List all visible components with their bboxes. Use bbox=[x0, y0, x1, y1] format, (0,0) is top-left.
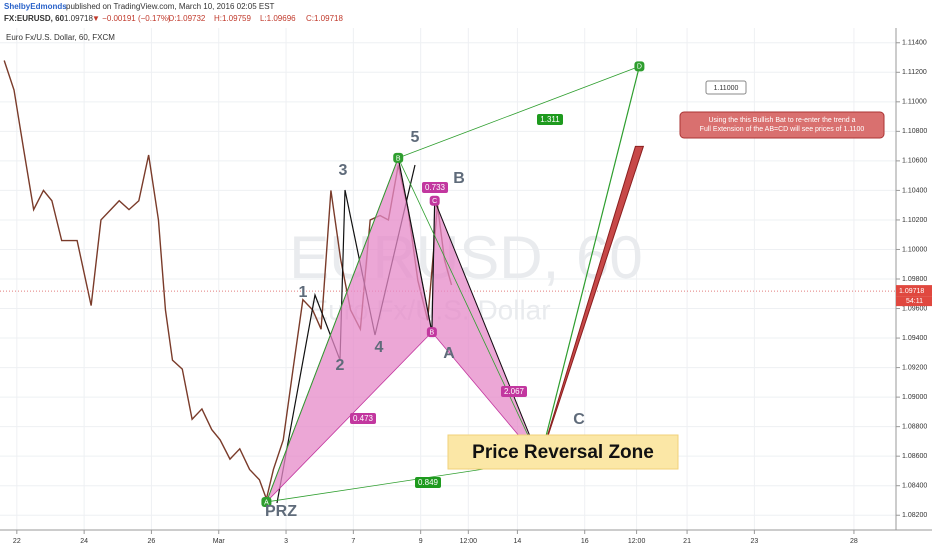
y-tick-label: 1.09200 bbox=[902, 364, 927, 371]
open: O:1.09732 bbox=[168, 14, 206, 23]
note: Full Extension of the AB=CD will see pri… bbox=[700, 126, 865, 133]
axes: 1.08200 1.08400 1.08600 1.08800 1.09000 1.092… bbox=[13, 40, 932, 545]
pattern-point-label: A bbox=[264, 499, 269, 506]
last-price-box bbox=[896, 285, 932, 297]
countdown-box bbox=[896, 296, 932, 307]
wave-label: 3 bbox=[339, 162, 348, 179]
close: C:1.09718 bbox=[306, 14, 343, 23]
zone-label: Price Reversal Zone bbox=[472, 442, 654, 463]
ratio-box bbox=[350, 413, 376, 424]
x-tick-label: 7 bbox=[351, 538, 355, 545]
pattern-point-label: B bbox=[430, 329, 435, 336]
countdown: 54:11 bbox=[906, 298, 923, 305]
pattern-line bbox=[397, 157, 433, 333]
pattern-point bbox=[261, 496, 272, 507]
ratio: 1.311 bbox=[540, 115, 560, 124]
symbol: FX:EURUSD, 60 bbox=[4, 14, 65, 23]
ratio-box bbox=[422, 182, 448, 193]
note-box bbox=[679, 111, 885, 139]
chart-title: Euro Fx/U.S. Dollar, 60, FXCM bbox=[6, 33, 115, 42]
pattern-point bbox=[426, 327, 437, 338]
x-tick-label: 16 bbox=[581, 538, 589, 545]
x-tick-label: 14 bbox=[514, 538, 522, 545]
wave-label: C bbox=[573, 411, 585, 428]
pattern-point bbox=[429, 195, 440, 206]
wave-label: A bbox=[443, 345, 455, 362]
published: published on TradingView.com, March 10, … bbox=[66, 2, 275, 11]
ratio: 0.849 bbox=[418, 478, 439, 487]
target-wedge bbox=[539, 145, 645, 461]
callout: 1.11000 bbox=[714, 85, 739, 92]
y-tick-label: 1.11200 bbox=[902, 69, 927, 76]
pattern-line bbox=[434, 200, 541, 461]
x-tick-label: 3 bbox=[284, 538, 288, 545]
y-tick-label: 1.10200 bbox=[902, 217, 927, 224]
pattern-line bbox=[397, 157, 541, 461]
wave-label: PRZ bbox=[265, 503, 297, 520]
header-bg bbox=[0, 0, 932, 28]
wave-label: 1 bbox=[299, 284, 308, 301]
pattern-point-label: C bbox=[432, 198, 437, 205]
y-tick-label: 1.10400 bbox=[902, 187, 927, 194]
pattern-line bbox=[398, 66, 640, 159]
x-tick-label: 22 bbox=[13, 538, 21, 545]
pattern-line bbox=[265, 157, 399, 503]
pattern-line bbox=[431, 200, 436, 333]
y-tick-label: 1.09600 bbox=[902, 305, 927, 312]
callout-box bbox=[705, 80, 747, 95]
y-tick-label: 1.08800 bbox=[902, 423, 927, 430]
x-tick-label: 24 bbox=[80, 538, 88, 545]
y-tick-label: 1.11000 bbox=[902, 99, 927, 106]
ratio-box bbox=[537, 114, 563, 125]
zone-box bbox=[447, 434, 679, 470]
wave-label: 2 bbox=[336, 357, 345, 374]
ratio-box bbox=[415, 477, 441, 488]
pattern-line bbox=[539, 66, 640, 461]
pattern-point-label: B bbox=[396, 155, 401, 162]
ratio: 0.473 bbox=[353, 414, 374, 423]
x-tick-label: 12:00 bbox=[460, 538, 478, 545]
ratio: 2.067 bbox=[504, 387, 525, 396]
x-tick-label: 21 bbox=[683, 538, 691, 545]
y-tick-label: 1.11400 bbox=[902, 40, 927, 47]
x-tick-label: 28 bbox=[850, 538, 858, 545]
y-tick-label: 1.08600 bbox=[902, 453, 927, 460]
y-tick-label: 1.08400 bbox=[902, 483, 927, 490]
x-tick-label: 26 bbox=[148, 538, 156, 545]
note: Using the this Bullish Bat to re-enter t… bbox=[708, 117, 855, 124]
last: 1.09718 bbox=[64, 14, 93, 23]
x-tick-label: Mar bbox=[213, 538, 226, 545]
y-tick-label: 1.08200 bbox=[902, 512, 927, 519]
change: ▼ −0.00191 (−0.17%) bbox=[92, 14, 171, 23]
pattern-point bbox=[634, 61, 645, 72]
ratio: 0.733 bbox=[425, 183, 446, 192]
y-tick-label: 1.09000 bbox=[902, 394, 927, 401]
high: H:1.09759 bbox=[214, 14, 251, 23]
wave-label: 4 bbox=[375, 339, 384, 356]
x-tick-label: 9 bbox=[419, 538, 423, 545]
y-tick-label: 1.10600 bbox=[902, 158, 927, 165]
wave-label: B bbox=[453, 170, 465, 187]
pattern-point bbox=[393, 152, 404, 163]
x-tick-label: 23 bbox=[750, 538, 758, 545]
author: ShelbyEdmonds bbox=[4, 2, 67, 11]
last-price-label: 1.09718 bbox=[899, 288, 924, 295]
y-tick-label: 1.10000 bbox=[902, 246, 927, 253]
ratio-box bbox=[501, 386, 527, 397]
low: L:1.09696 bbox=[260, 14, 296, 23]
y-tick-label: 1.10800 bbox=[902, 128, 927, 135]
x-tick-label: 12:00 bbox=[628, 538, 646, 545]
wave-label: 5 bbox=[411, 129, 420, 146]
y-tick-label: 1.09400 bbox=[902, 335, 927, 342]
pattern-point-label: D bbox=[637, 64, 642, 71]
y-tick-label: 1.09800 bbox=[902, 276, 927, 283]
